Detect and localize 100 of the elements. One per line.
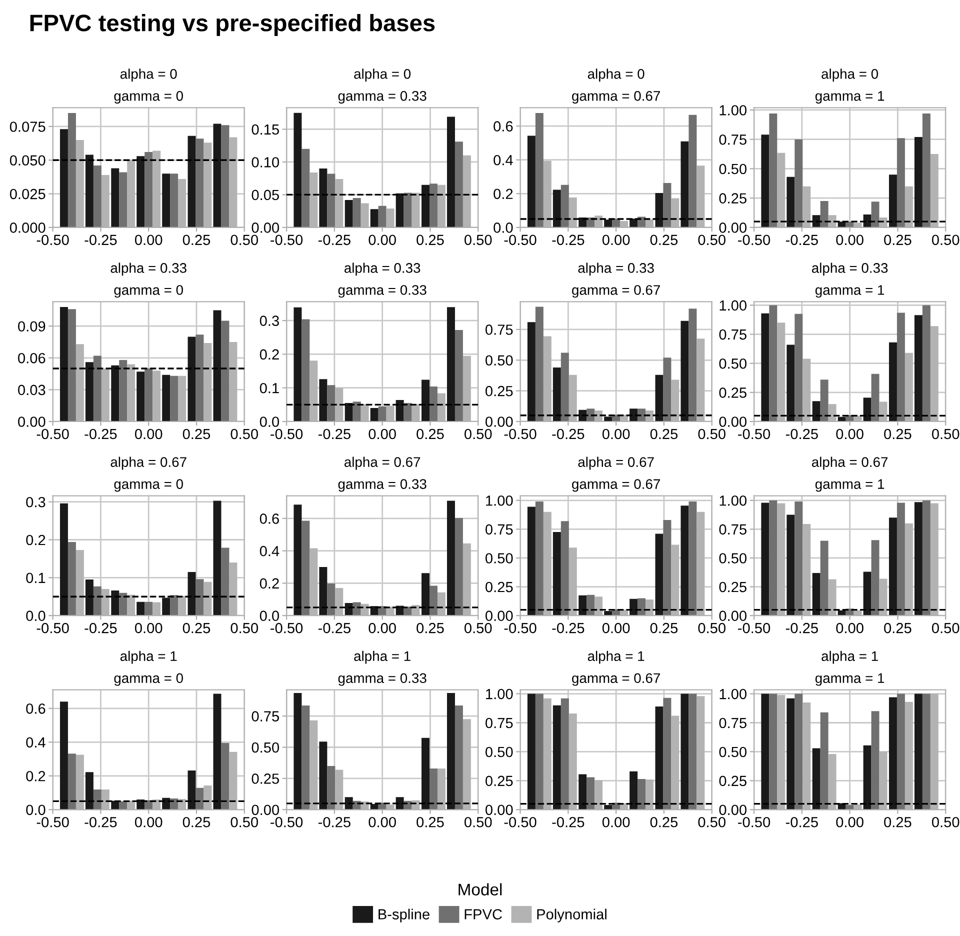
bar [914,137,922,228]
chart-subtitle: gamma = 0.67 [572,90,660,104]
bar [922,114,930,228]
bar [93,356,102,422]
bar [319,379,328,422]
y-tick-label: 0.50 [486,553,513,564]
chart-subtitle: gamma = 0 [114,479,183,492]
chart-subtitle: gamma = 1 [815,91,884,104]
chart-title: alpha = 0.33 [344,262,420,276]
x-tick-label: 0.00 [368,622,396,634]
x-tick-label: 0.50 [932,816,960,828]
bar [327,766,336,810]
bar [136,602,145,616]
x-tick-label: -0.50 [504,622,536,634]
y-tick-label: 0.25 [252,774,279,784]
bar [578,595,587,616]
chart-title: alpha = 0.33 [110,262,186,276]
y-tick-label: 0.050 [10,155,46,166]
x-tick-label: 0.00 [836,622,864,634]
legend-title: Model [458,883,502,896]
bar [302,705,310,810]
bar [221,548,230,616]
bar [527,506,536,616]
bar [680,141,689,228]
chart-title: alpha = 0 [354,68,411,82]
bar [914,315,922,422]
y-tick-label: 0.2 [26,534,46,546]
y-tick-label: 0.00 [719,222,746,233]
x-tick-label: -0.25 [786,622,818,634]
y-tick-label: 0.2 [494,188,513,200]
chart-title: alpha = 1 [120,650,177,664]
bar [820,380,828,422]
bar [896,694,905,810]
y-tick-label: 0.6 [260,514,279,524]
y-tick-label: 0.4 [494,154,513,166]
x-tick-label: -0.50 [504,428,536,440]
bar [429,184,438,228]
x-tick-label: 0.25 [884,816,912,828]
x-tick-label: -0.50 [36,622,69,634]
x-tick-label: 0.50 [230,234,258,246]
bar [302,520,310,616]
y-tick-label: 0.2 [260,578,279,589]
bar [786,698,795,810]
bar [188,336,196,422]
chart-title: alpha = 0.67 [578,456,654,470]
y-tick-label: 0.000 [10,222,46,233]
y-tick-label: 0.6 [26,704,46,714]
y-tick-label: 0.075 [10,122,46,132]
x-tick-label: -0.50 [36,428,69,440]
bar [761,502,770,616]
y-tick-label: 0.75 [719,524,746,535]
y-tick-label: 0.25 [719,193,746,204]
bar [527,322,536,422]
x-tick-label: 0.50 [230,428,258,440]
x-tick-label: -0.50 [738,816,770,828]
bar [552,705,561,810]
bar [769,694,778,810]
bar [578,774,587,810]
bar [93,586,102,616]
bar [170,174,178,228]
x-tick-label: -0.50 [738,428,770,440]
bar [688,502,697,616]
chart-title: alpha = 1 [354,650,410,664]
chart-subtitle: gamma = 0.33 [338,479,426,492]
bar [60,702,68,810]
bar [93,166,102,228]
y-tick-label: 0.0 [26,804,46,816]
bar [560,698,569,810]
bar [429,386,438,422]
y-tick-label: 0.4 [26,737,46,748]
x-tick-label: 0.50 [932,234,960,246]
x-tick-label: -0.50 [270,234,303,246]
bar [68,754,76,810]
bar [221,320,230,422]
y-tick-label: 0.75 [486,718,513,728]
y-tick-label: 0.05 [252,190,279,200]
chart-title: alpha = 0.33 [578,262,654,276]
chart-title: alpha = 0.67 [110,456,186,470]
x-tick-label: 0.25 [416,816,444,828]
x-tick-label: 0.50 [698,622,726,634]
bar [863,572,872,616]
bar [680,694,689,810]
y-tick-label: 0.00 [486,804,513,816]
y-tick-label: 0.50 [719,164,746,174]
y-tick-label: 0.10 [252,157,280,168]
bar [914,694,922,810]
x-tick-label: 0.00 [602,622,630,634]
y-tick-label: 0.75 [486,524,513,535]
x-tick-label: -0.25 [318,428,350,440]
x-tick-label: -0.25 [552,234,584,246]
bar [188,770,196,810]
bar [680,506,689,616]
bar [111,168,120,228]
bar [378,406,386,422]
legend-label: Polynomial [537,908,606,922]
bar [213,310,222,422]
bar [769,305,778,422]
y-tick-label: 0.00 [719,416,746,427]
bar [378,206,386,228]
chart-subtitle: gamma = 0.33 [338,673,426,686]
